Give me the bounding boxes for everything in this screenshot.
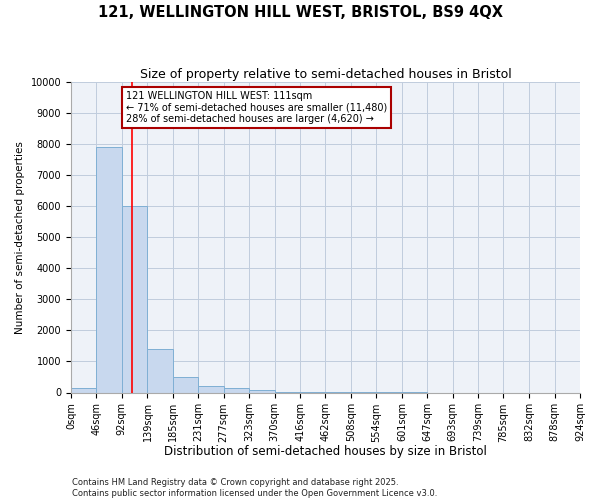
Text: 121 WELLINGTON HILL WEST: 111sqm
← 71% of semi-detached houses are smaller (11,4: 121 WELLINGTON HILL WEST: 111sqm ← 71% o… [126, 91, 387, 124]
Bar [148, 349, 173, 393]
Text: 121, WELLINGTON HILL WEST, BRISTOL, BS9 4QX: 121, WELLINGTON HILL WEST, BRISTOL, BS9 … [97, 5, 503, 20]
Bar [122, 206, 148, 392]
Title: Size of property relative to semi-detached houses in Bristol: Size of property relative to semi-detach… [140, 68, 511, 80]
Bar [198, 386, 224, 392]
Bar [96, 147, 122, 392]
Bar [224, 388, 249, 392]
Bar [249, 390, 275, 392]
X-axis label: Distribution of semi-detached houses by size in Bristol: Distribution of semi-detached houses by … [164, 444, 487, 458]
Text: Contains HM Land Registry data © Crown copyright and database right 2025.
Contai: Contains HM Land Registry data © Crown c… [72, 478, 437, 498]
Y-axis label: Number of semi-detached properties: Number of semi-detached properties [15, 140, 25, 334]
Bar [71, 388, 96, 392]
Bar [173, 377, 198, 392]
